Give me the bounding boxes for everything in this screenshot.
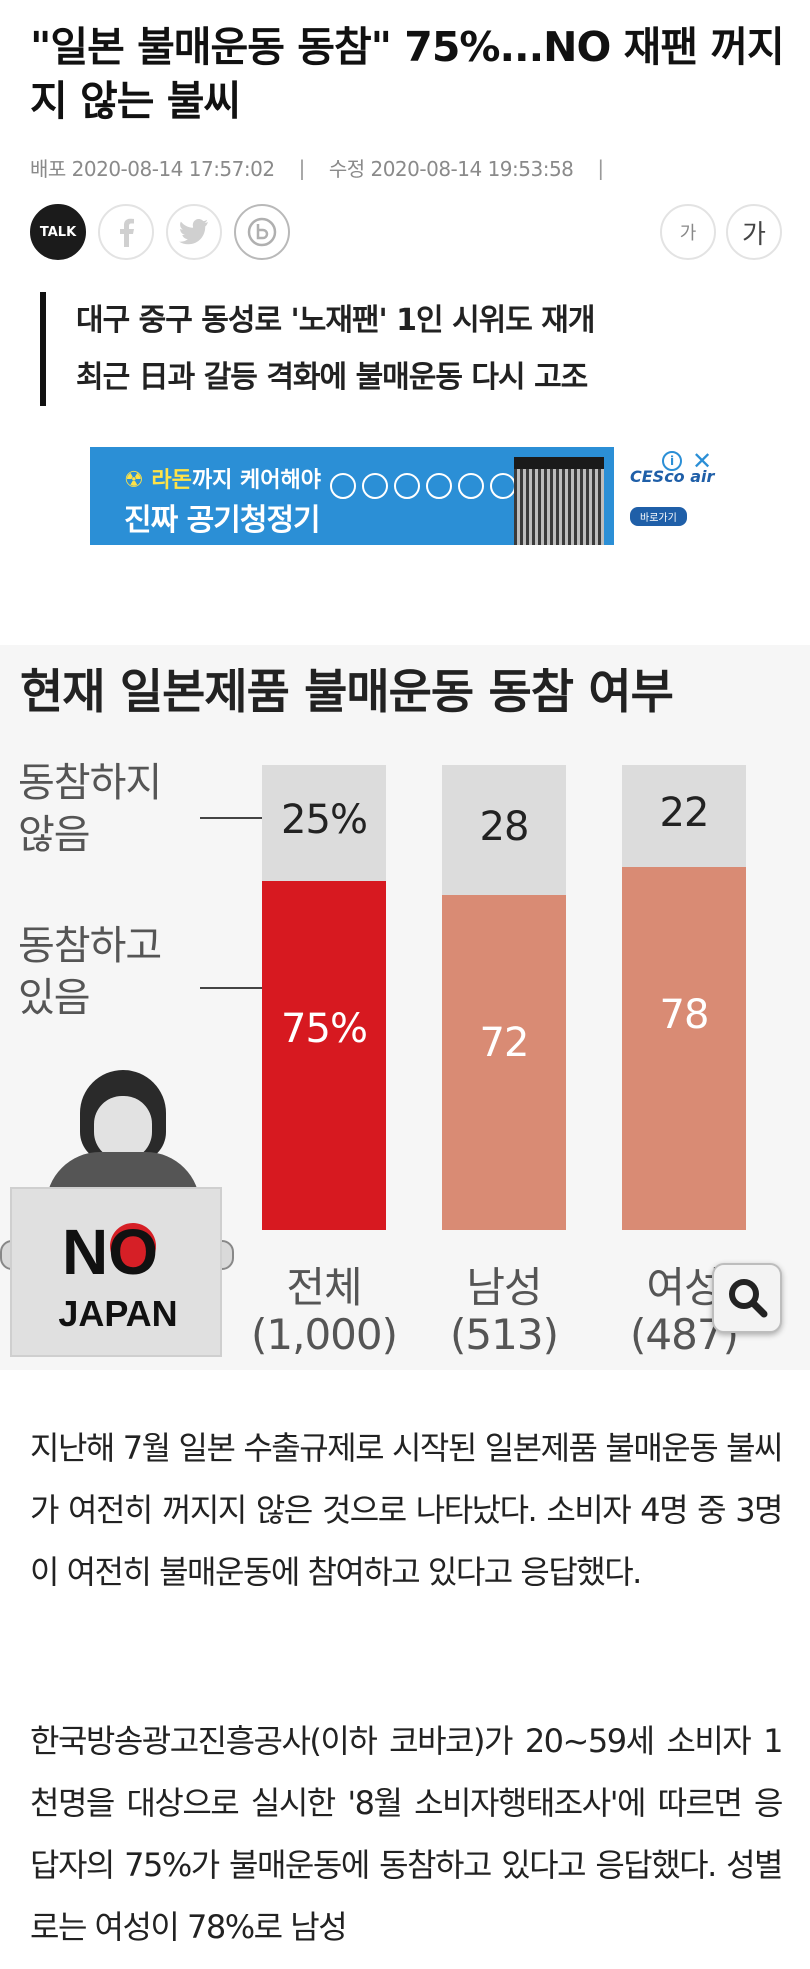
facebook-share-button[interactable] <box>98 204 154 260</box>
bar-joined-1 <box>262 881 386 1230</box>
ad-brand-logo: CESco air <box>630 467 715 486</box>
molecule-icon <box>426 473 452 499</box>
modified-date: 수정 2020-08-14 19:53:58 <box>328 157 574 181</box>
legend-joined-line-1: 동참하고 <box>18 923 162 969</box>
legend-leader-not-joined <box>200 817 264 819</box>
meta-separator: | <box>298 155 306 180</box>
thermometer-icon <box>458 473 484 499</box>
twitter-share-button[interactable] <box>166 204 222 260</box>
image-zoom-button[interactable] <box>712 1263 782 1333</box>
bar-not-joined-2 <box>442 765 566 895</box>
headline-line-1: "일본 불매운동 동참" 75%...NO 재팬 꺼지 <box>30 23 785 71</box>
article-subhead: 대구 중구 동성로 '노재팬' 1인 시위도 재개 최근 日과 갈등 격화에 불… <box>40 292 596 406</box>
bar-label-joined-3: 78 <box>659 992 710 1038</box>
legend-joined-line-2: 있음 <box>18 975 91 1021</box>
share-bar: TALK 가 가 <box>30 204 782 260</box>
air-purifier-image <box>514 457 604 545</box>
ad-headline: ☢ 라돈까지 케어해야 <box>124 468 321 493</box>
ad-cta-button[interactable]: 바로가기 <box>630 507 687 526</box>
kakaotalk-share-button[interactable]: TALK <box>30 204 86 260</box>
bar-label-not-joined-1: 25% <box>281 797 368 843</box>
font-size-decrease-button[interactable]: 가 <box>660 204 716 260</box>
x-category-3: 여성 <box>646 1263 722 1312</box>
font-large-label: 가 <box>742 219 766 250</box>
legend-not-joined-line-2: 않음 <box>18 812 91 858</box>
article-headline: "일본 불매운동 동참" 75%...NO 재팬 꺼지 지 않는 불씨 <box>30 20 790 128</box>
x-category-1: 전체 <box>286 1263 362 1312</box>
figure-face <box>94 1096 152 1160</box>
subhead-line-2: 최근 日과 갈등 격화에 불매운동 다시 고조 <box>76 360 588 395</box>
infographic-title: 현재 일본제품 불매운동 동참 여부 <box>20 665 674 720</box>
legend-joined: 동참하고 있음 <box>18 920 162 1024</box>
ad-info-button[interactable]: i <box>662 451 682 471</box>
leaf-icon <box>490 473 516 499</box>
bar-label-joined-2: 72 <box>479 1020 530 1066</box>
legend-not-joined: 동참하지 않음 <box>18 757 162 861</box>
legend-not-joined-line-1: 동참하지 <box>18 760 162 806</box>
font-size-increase-button[interactable]: 가 <box>726 204 782 260</box>
fan-icon <box>330 473 356 499</box>
magnifier-icon <box>729 1279 768 1318</box>
bar-joined-3 <box>622 867 746 1230</box>
ad-headline-rest: 까지 케어해야 <box>191 468 321 493</box>
sign-japan-text: JAPAN <box>58 1293 178 1334</box>
body-paragraph-2: 한국방송광고진흥공사(이하 코바코)가 20~59세 소비자 1천명을 대상으로… <box>30 1722 784 1946</box>
sign-no-text: NO <box>62 1216 158 1288</box>
ad-banner[interactable]: ☢ 라돈까지 케어해야 진짜 공기청정기 <box>90 447 614 545</box>
twitter-icon <box>179 219 208 245</box>
band-share-button[interactable] <box>234 204 290 260</box>
x-category-2: 남성 <box>466 1263 542 1312</box>
band-icon <box>247 217 277 247</box>
cloud-icon <box>394 473 420 499</box>
red-circle-mark <box>110 1223 156 1269</box>
meta-separator-end: | <box>597 155 604 180</box>
x-count-2: (513) <box>450 1310 559 1359</box>
kakaotalk-icon: TALK <box>39 224 77 240</box>
ad-close-button[interactable]: ✕ <box>692 447 713 475</box>
no-japan-sign: NO JAPAN <box>10 1187 222 1357</box>
published-date: 배포 2020-08-14 17:57:02 <box>30 157 275 181</box>
x-count-1: (1,000) <box>250 1310 398 1359</box>
ad-feature-icons <box>330 473 516 499</box>
bar-not-joined-3 <box>622 765 746 867</box>
bar-label-not-joined-3: 22 <box>659 790 710 836</box>
body-paragraph-1: 지난해 7월 일본 수출규제로 시작된 일본제품 불매운동 불씨가 여전히 꺼지… <box>30 1429 784 1591</box>
bar-label-joined-1: 75% <box>281 1006 368 1052</box>
ad-highlight: 라돈 <box>151 468 192 493</box>
legend-leader-joined <box>200 987 264 989</box>
bar-not-joined-1 <box>262 765 386 881</box>
facebook-icon <box>120 218 134 247</box>
bar-label-not-joined-2: 28 <box>479 804 530 850</box>
subhead-line-1: 대구 중구 동성로 '노재팬' 1인 시위도 재개 <box>76 303 596 338</box>
font-small-label: 가 <box>679 223 697 244</box>
ad-side-panel: i ✕ CESco air 바로가기 <box>620 447 720 545</box>
headline-line-2: 지 않는 불씨 <box>30 77 241 125</box>
bar-joined-2 <box>442 895 566 1230</box>
particle-icon <box>362 473 388 499</box>
ad-tagline: 진짜 공기청정기 <box>124 503 321 538</box>
article-meta: 배포 2020-08-14 17:57:02 | 수정 2020-08-14 1… <box>30 153 628 182</box>
